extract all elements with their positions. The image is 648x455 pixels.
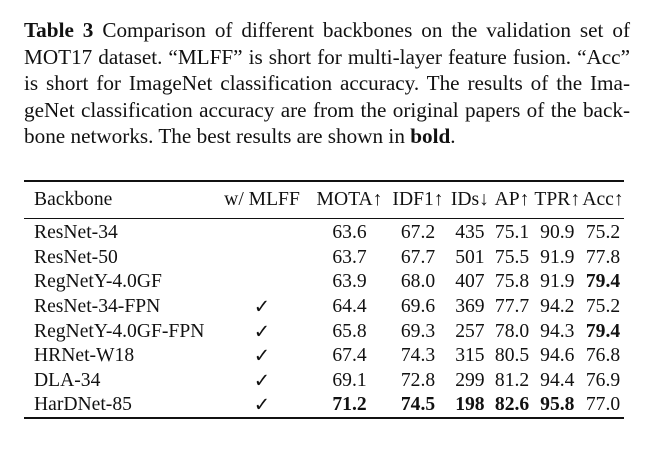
mlff-check-cell — [213, 221, 312, 246]
cell-tpr: 95.8 — [540, 394, 575, 416]
cell-acc: 77.0 — [585, 394, 621, 416]
header-ap: AP↑ — [494, 189, 530, 210]
cell-ap: 78.0 — [494, 320, 530, 342]
table-caption: Table 3 Comparison of different backbone… — [24, 17, 630, 150]
cell-tpr: 94.4 — [540, 369, 575, 391]
cell-mota: 67.4 — [332, 345, 367, 367]
cell-idf1: 72.8 — [400, 369, 436, 391]
cell-ap: 77.7 — [494, 296, 530, 318]
cell-ap: 75.5 — [494, 246, 530, 268]
cell-idf1: 74.3 — [400, 345, 436, 367]
cell-backbone: HarDNet-85 — [34, 394, 132, 416]
cell-backbone: HRNet-W18 — [34, 345, 135, 367]
cell-acc: 79.4 — [585, 320, 621, 342]
caption-bold-word: bold — [410, 124, 451, 149]
table-body: ResNet-34 63.6 67.2 435 75.1 90.9 75.2 ResNet-5… — [24, 221, 624, 418]
header-tpr: TPR↑ — [534, 189, 581, 210]
cell-ids: 501 — [455, 246, 485, 268]
cell-mota: 71.2 — [332, 394, 367, 416]
cell-ids: 198 — [455, 394, 485, 416]
cell-tpr: 94.6 — [540, 345, 575, 367]
cell-ids: 299 — [455, 369, 485, 391]
header-backbone: Backbone — [34, 189, 113, 210]
cell-acc: 77.8 — [585, 246, 621, 268]
cell-ids: 315 — [455, 345, 485, 367]
cell-mota: 65.8 — [332, 320, 367, 342]
cell-acc: 76.8 — [585, 345, 621, 367]
mlff-check-cell: ✓ — [253, 370, 271, 392]
table-top-rule — [24, 180, 624, 182]
mlff-check-cell: ✓ — [253, 346, 271, 368]
table-row: HRNet-W18 ✓ 67.4 74.3 315 80.5 94.6 76.8 — [24, 344, 624, 369]
header-acc: Acc↑ — [582, 189, 624, 210]
cell-backbone: ResNet-50 — [34, 246, 118, 268]
cell-mota: 69.1 — [332, 369, 367, 391]
table-row: HarDNet-85 ✓ 71.2 74.5 198 82.6 95.8 77.0 — [24, 393, 624, 418]
caption-text: Comparison of different backbones on the… — [24, 18, 630, 149]
mlff-check-cell — [213, 270, 312, 295]
table-row: ResNet-50 63.7 67.7 501 75.5 91.9 77.8 — [24, 246, 624, 271]
cell-ids: 435 — [455, 222, 485, 244]
cell-mota: 64.4 — [332, 296, 367, 318]
cell-idf1: 67.7 — [400, 246, 436, 268]
cell-acc: 75.2 — [585, 296, 621, 318]
cell-backbone: RegNetY-4.0GF-FPN — [34, 320, 205, 342]
cell-idf1: 67.2 — [400, 222, 436, 244]
caption-label: Table 3 — [24, 18, 94, 42]
caption-text-end: . — [450, 124, 456, 149]
cell-idf1: 68.0 — [400, 271, 436, 293]
table-row: RegNetY-4.0GF 63.9 68.0 407 75.8 91.9 79.4 — [24, 270, 624, 295]
table-row: RegNetY-4.0GF-FPN ✓ 65.8 69.3 257 78.0 94.3 79.… — [24, 319, 624, 344]
cell-acc: 75.2 — [585, 222, 621, 244]
cell-ap: 80.5 — [494, 345, 530, 367]
results-table: Backbone w/ MLFF MOTA↑ IDF1↑ IDs↓ AP↑ TP… — [24, 182, 624, 418]
cell-backbone: RegNetY-4.0GF — [34, 271, 162, 293]
mlff-check-cell: ✓ — [253, 321, 271, 343]
cell-acc: 79.4 — [585, 271, 621, 293]
header-mota: MOTA↑ — [316, 189, 383, 210]
mlff-check-cell: ✓ — [253, 297, 271, 319]
cell-tpr: 94.3 — [540, 320, 575, 342]
cell-ids: 257 — [455, 320, 485, 342]
table-header-rule — [24, 218, 624, 219]
header-row: Backbone w/ MLFF MOTA↑ IDF1↑ IDs↓ AP↑ TP… — [24, 182, 624, 218]
cell-ap: 81.2 — [494, 369, 530, 391]
cell-idf1: 69.3 — [400, 320, 436, 342]
cell-ap: 75.8 — [494, 271, 530, 293]
header-ids: IDs↓ — [450, 189, 489, 210]
cell-tpr: 90.9 — [540, 222, 575, 244]
mlff-check-cell — [213, 246, 312, 271]
cell-ap: 82.6 — [494, 394, 530, 416]
cell-mota: 63.6 — [332, 222, 367, 244]
cell-ids: 369 — [455, 296, 485, 318]
cell-tpr: 94.2 — [540, 296, 575, 318]
mlff-check-cell: ✓ — [253, 395, 271, 417]
cell-tpr: 91.9 — [540, 246, 575, 268]
cell-mota: 63.7 — [332, 246, 367, 268]
cell-backbone: ResNet-34 — [34, 222, 118, 244]
cell-acc: 76.9 — [585, 369, 621, 391]
table-row: ResNet-34-FPN ✓ 64.4 69.6 369 77.7 94.2 75.2 — [24, 295, 624, 320]
table-bottom-rule — [24, 417, 624, 419]
table-row: DLA-34 ✓ 69.1 72.8 299 81.2 94.4 76.9 — [24, 369, 624, 394]
header-idf1: IDF1↑ — [392, 189, 444, 210]
cell-tpr: 91.9 — [540, 271, 575, 293]
cell-idf1: 74.5 — [400, 394, 436, 416]
cell-backbone: DLA-34 — [34, 369, 101, 391]
header-mlff: w/ MLFF — [224, 189, 300, 210]
cell-mota: 63.9 — [332, 271, 367, 293]
cell-idf1: 69.6 — [400, 296, 436, 318]
cell-ap: 75.1 — [494, 222, 530, 244]
table-header: Backbone w/ MLFF MOTA↑ IDF1↑ IDs↓ AP↑ TP… — [24, 182, 624, 221]
cell-ids: 407 — [455, 271, 485, 293]
cell-backbone: ResNet-34-FPN — [34, 296, 161, 318]
table-row: ResNet-34 63.6 67.2 435 75.1 90.9 75.2 — [24, 221, 624, 246]
